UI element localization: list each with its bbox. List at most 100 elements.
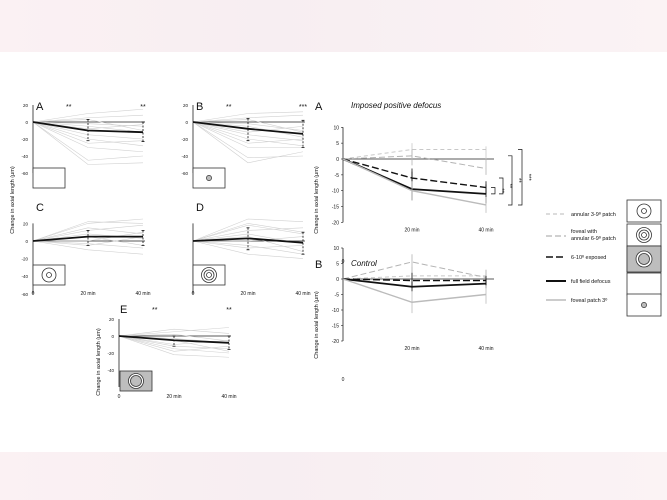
top-banner-band bbox=[0, 0, 667, 52]
legend-circle-gray-icon-disc bbox=[638, 253, 650, 265]
left-panel-a-mean-line bbox=[32, 121, 144, 134]
bracket-3 bbox=[508, 155, 513, 206]
right-a-y-axis-title: Change in axial length (μm) bbox=[314, 166, 320, 234]
left-panel-b-individual-line bbox=[192, 121, 304, 144]
legend-dot-icon-dot bbox=[641, 302, 647, 308]
right-panel-b-ytick: -20 bbox=[332, 339, 339, 345]
left-panel-b-individual-line bbox=[192, 111, 304, 123]
left-panel-b-sig-40min: *** bbox=[299, 104, 307, 111]
left-panel-a-ytick: -20 bbox=[21, 137, 28, 142]
legend-rings-icon bbox=[626, 223, 662, 247]
right-panel-b-ytick: -5 bbox=[335, 293, 340, 299]
legend-label-4: full field defocus bbox=[571, 279, 611, 285]
left-panel-e-individual-line bbox=[118, 333, 230, 342]
left-panel-c-xtick: 20 min bbox=[80, 291, 95, 297]
legend-label-5: foveal patch 3º bbox=[571, 297, 607, 304]
left-panel-a-blank-icon-frame bbox=[32, 167, 66, 189]
right-panel-b-series-line bbox=[342, 278, 487, 288]
left-panel-a-sig-20min: ** bbox=[66, 104, 72, 111]
left-panel-b-individual-line bbox=[192, 121, 304, 141]
bracket-sig-4: *** bbox=[525, 174, 531, 182]
right-panel-b-series-line bbox=[342, 261, 487, 280]
bracket-4 bbox=[518, 149, 523, 206]
left-panel-b-ytick: -20 bbox=[181, 137, 188, 142]
left-panel-e-individual-line bbox=[118, 335, 230, 358]
right-panel-a-series-line bbox=[342, 148, 486, 160]
left-panel-e-ytick: 0 bbox=[111, 334, 114, 339]
legend-ring-dot-icon-dot bbox=[641, 208, 647, 214]
right-panel-a-ytick: -15 bbox=[332, 205, 339, 211]
left-panel-c-individual-line bbox=[32, 221, 144, 242]
right-panel-a-ytick: -20 bbox=[332, 220, 339, 226]
left-panel-b-label: B bbox=[196, 101, 203, 113]
left-panel-a-sig-40min: ** bbox=[140, 104, 146, 111]
left-panel-b-individual-line bbox=[192, 121, 303, 148]
left-panel-a-individual-line bbox=[32, 114, 144, 123]
bracket-1 bbox=[491, 187, 496, 195]
left-panel-d-individual-line bbox=[192, 218, 304, 242]
left-panel-e-xtick: 40 min bbox=[221, 394, 236, 400]
left-panel-c-ytick: -20 bbox=[21, 257, 28, 262]
left-panel-d-mean-line bbox=[192, 237, 304, 244]
left-panel-c-ring-dot-icon bbox=[32, 264, 66, 286]
left-panel-c-individual-line bbox=[32, 240, 144, 255]
left-panel-c-ytick: 0 bbox=[25, 239, 28, 244]
left-panel-a-blank-icon bbox=[32, 167, 66, 189]
legend-label-2: foveal with annular 6-9º patch bbox=[571, 229, 616, 242]
left-panel-b-ytick: -40 bbox=[181, 154, 188, 159]
left-panel-d-individual-line bbox=[192, 223, 304, 242]
right-panel-b-label: B bbox=[315, 259, 322, 271]
left-panel-e-sig-20min: ** bbox=[152, 307, 158, 314]
left-panel-a-individual-line bbox=[32, 108, 144, 123]
right-panel-b-ytick: -10 bbox=[332, 308, 339, 314]
left-panel-a-individual-line bbox=[32, 121, 144, 147]
left-y-axis-title-top: Change in axial length (μm) bbox=[10, 166, 16, 234]
left-panel-e-ytick: -40 bbox=[107, 368, 114, 373]
right-panel-b-series-line bbox=[342, 278, 486, 282]
left-panel-c-individual-line bbox=[32, 218, 144, 242]
left-panel-e-individual-line bbox=[118, 327, 230, 337]
left-panel-d-individual-line bbox=[192, 224, 304, 242]
legend-empty-icon-frame bbox=[626, 272, 662, 296]
left-panel-c-xtick: 0 bbox=[32, 291, 35, 297]
left-panel-d-xtick: 20 min bbox=[240, 291, 255, 297]
left-panel-d-individual-line bbox=[192, 227, 304, 242]
right-panel-a-series-line bbox=[342, 158, 487, 206]
left-panel-e-label: E bbox=[120, 304, 127, 316]
left-panel-b-sig-20min: ** bbox=[226, 104, 232, 111]
left-panel-a-ytick: 20 bbox=[23, 103, 29, 108]
right-panel-a-label: A bbox=[315, 101, 323, 113]
left-panel-a-individual-line bbox=[32, 121, 144, 144]
right-panel-a-title: Imposed positive defocus bbox=[351, 101, 441, 110]
right-panel-a-ytick: -10 bbox=[332, 189, 339, 195]
left-panel-b-individual-line bbox=[192, 121, 304, 147]
left-panel-a-ytick: -40 bbox=[21, 154, 28, 159]
left-panel-b-individual-line bbox=[192, 114, 304, 123]
left-panel-e-sig-40min: ** bbox=[226, 307, 232, 314]
left-panel-e-individual-line bbox=[118, 335, 230, 352]
left-panel-c-mean-line bbox=[32, 235, 143, 242]
left-panel-a-label: A bbox=[36, 101, 44, 113]
left-panel-b-individual-line bbox=[192, 121, 304, 159]
legend-label-1: annular 3-9º patch bbox=[571, 211, 616, 218]
left-panel-c-xtick: 40 min bbox=[135, 291, 150, 297]
left-panel-c-individual-line bbox=[32, 240, 144, 249]
bracket-2 bbox=[499, 177, 504, 195]
right-panel-b-ytick: 10 bbox=[333, 246, 339, 252]
left-panel-a-individual-line bbox=[32, 121, 144, 153]
right-panel-a-series-line bbox=[342, 158, 487, 189]
legend-circle-gray-icon bbox=[626, 245, 662, 273]
left-panel-c-ytick: -40 bbox=[21, 274, 28, 279]
right-panel-a-ytick: -5 bbox=[335, 173, 340, 179]
right-panel-b-title: Control bbox=[351, 259, 377, 268]
left-panel-c-ytick: 20 bbox=[23, 221, 29, 226]
bracket-sig-1: ** bbox=[498, 188, 504, 193]
left-panel-b-dot-icon-dot bbox=[206, 175, 212, 181]
left-panel-e-ytick: 20 bbox=[109, 317, 115, 322]
right-panel-b-ytick: -15 bbox=[332, 324, 339, 330]
left-y-axis-title-bottom: Change in axial length (μm) bbox=[96, 328, 102, 396]
right-panel-b-ytick: 5 bbox=[336, 262, 339, 268]
left-panel-e-xtick: 20 min bbox=[166, 394, 181, 400]
bottom-banner-band bbox=[0, 452, 667, 500]
legend-label-3: 6-10º exposed bbox=[571, 254, 606, 261]
